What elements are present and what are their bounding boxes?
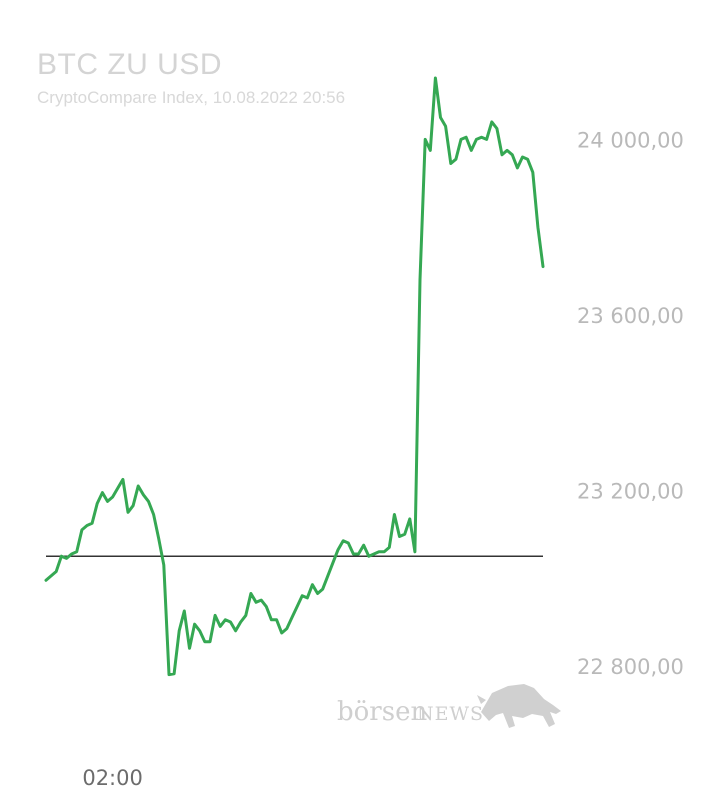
- y-tick-label: 22 800,00: [577, 655, 684, 679]
- y-tick-label: 23 200,00: [577, 479, 684, 503]
- watermark-brand-lower: börsen: [337, 697, 427, 727]
- price-series-line: [44, 76, 545, 677]
- chart-title: BTC ZU USD: [37, 48, 222, 81]
- watermark-brand-upper: NEWS: [417, 703, 484, 725]
- x-axis: 02:00: [82, 766, 143, 790]
- chart-subtitle: CryptoCompare Index, 10.08.2022 20:56: [37, 88, 346, 107]
- y-tick-label: 23 600,00: [577, 304, 684, 328]
- boersennews-watermark: börsen NEWS: [337, 684, 561, 728]
- bull-icon: [477, 684, 561, 728]
- x-tick-label: 02:00: [82, 766, 143, 790]
- y-axis: 24 000,00 23 600,00 23 200,00 22 800,00: [577, 128, 684, 678]
- y-tick-label: 24 000,00: [577, 128, 684, 152]
